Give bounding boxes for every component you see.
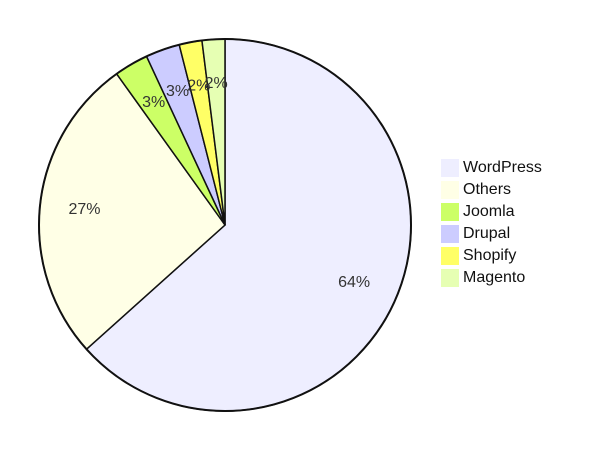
legend-label: Drupal (463, 225, 510, 242)
legend-label: Shopify (463, 247, 516, 264)
slice-label: 27% (68, 201, 100, 218)
legend-swatch (441, 181, 459, 199)
slice-label: 64% (338, 274, 370, 291)
legend-swatch (441, 269, 459, 287)
legend-label: WordPress (463, 159, 542, 176)
legend-swatch (441, 225, 459, 243)
pie-outline (38, 38, 412, 412)
legend-swatch (441, 203, 459, 221)
legend-swatch (441, 247, 459, 265)
legend-label: Joomla (463, 203, 515, 220)
legend-swatch (441, 159, 459, 177)
slice-label: 3% (166, 83, 189, 100)
slice-label: 2% (187, 77, 210, 94)
slice-label: 2% (205, 75, 228, 92)
legend-label: Others (463, 181, 511, 198)
legend-label: Magento (463, 269, 525, 286)
slice-label: 3% (142, 94, 165, 111)
